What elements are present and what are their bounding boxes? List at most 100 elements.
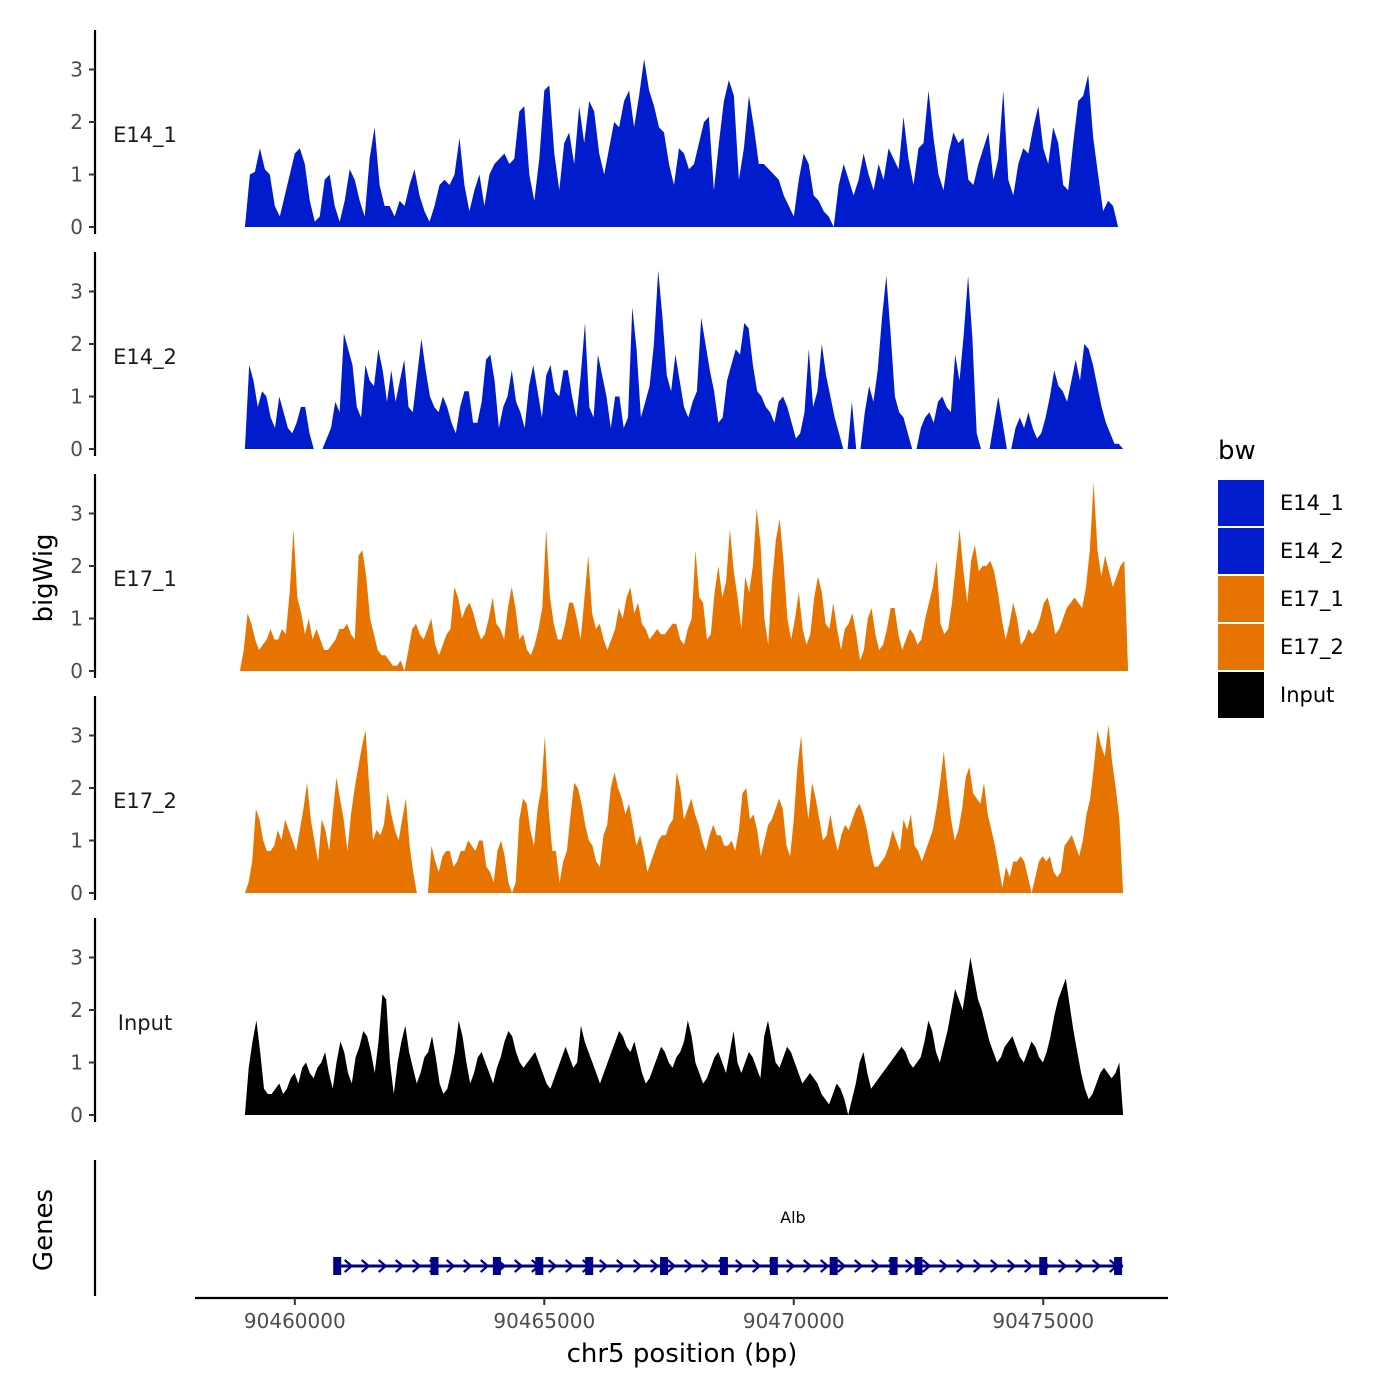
legend-label: E14_2 [1280, 539, 1344, 564]
strand-arrow [615, 1259, 626, 1273]
exon [333, 1257, 342, 1275]
strand-arrow [445, 1259, 456, 1273]
gene-track-title: Genes [29, 1189, 59, 1271]
y-tick-label: 0 [70, 659, 83, 683]
exon [914, 1257, 923, 1275]
y-tick-label: 2 [70, 554, 83, 578]
strand-arrow [819, 1259, 830, 1273]
strand-arrow [513, 1259, 524, 1273]
strand-arrow [411, 1259, 422, 1273]
strand-arrow [938, 1259, 949, 1273]
strand-arrow [343, 1259, 354, 1273]
exon [719, 1257, 728, 1275]
legend-swatch [1218, 528, 1264, 574]
y-tick-label: 0 [70, 881, 83, 905]
gene-track: Alb [93, 1160, 1124, 1296]
y-tick-label: 1 [70, 607, 83, 631]
track-E17_2: 0 1 2 3 E17_2 [70, 696, 1124, 905]
strand-arrow [479, 1259, 490, 1273]
strand-arrow [955, 1259, 966, 1273]
exon [1039, 1257, 1048, 1275]
strand-arrow [394, 1259, 405, 1273]
strand-arrow [377, 1259, 388, 1273]
strand-arrow [666, 1259, 677, 1273]
exon [889, 1257, 898, 1275]
area-E14_1 [244, 59, 1119, 227]
strand-arrow [802, 1259, 813, 1273]
track-E17_1: 0 1 2 3 E17_1 [70, 474, 1129, 683]
x-tick-label: 90460000 [244, 1309, 346, 1333]
legend-swatch [1218, 576, 1264, 622]
x-axis: 90460000 90465000 90470000 90475000 [195, 1296, 1168, 1333]
area-E14_2 [244, 270, 1124, 449]
track-label: E14_2 [113, 345, 177, 370]
y-tick-label: 2 [70, 110, 83, 134]
y-tick-label: 0 [70, 215, 83, 239]
strand-arrow [1006, 1259, 1017, 1273]
strand-arrow [1091, 1259, 1102, 1273]
exon [535, 1257, 544, 1275]
strand-arrow [1057, 1259, 1068, 1273]
legend-swatch [1218, 480, 1264, 526]
y-tick-label: 0 [70, 437, 83, 461]
legend-title: bw [1218, 436, 1256, 466]
strand-arrow [734, 1259, 745, 1273]
strand-arrow [836, 1259, 847, 1273]
y-tick-label: 2 [70, 998, 83, 1022]
y-tick-label: 1 [70, 829, 83, 853]
y-tick-label: 1 [70, 1051, 83, 1075]
track-Input: 0 1 2 3 Input [70, 918, 1124, 1127]
track-label: E17_1 [113, 567, 177, 592]
legend-label: E17_2 [1280, 635, 1344, 660]
strand-arrow [921, 1259, 932, 1273]
strand-arrow [598, 1259, 609, 1273]
exon [829, 1257, 838, 1275]
legend: bw E14_1 E14_2 E17_1 E17_2 Input [1218, 436, 1344, 718]
y-axis-title: bigWig [29, 533, 59, 622]
exon [430, 1257, 439, 1275]
legend-label: E17_1 [1280, 587, 1344, 612]
y-tick-label: 3 [70, 724, 83, 748]
track-label: E14_1 [113, 123, 177, 148]
bigwig-tracks: 0 1 2 3 E14_1 0 1 2 3 E14_2 0 1 2 3 E17_1 0 1 2 3 E17_2 0 1 2 3… [70, 30, 1129, 1127]
strand-arrow [853, 1259, 864, 1273]
legend-label: E14_1 [1280, 491, 1344, 516]
x-tick-label: 90465000 [493, 1309, 595, 1333]
track-E14_1: 0 1 2 3 E14_1 [70, 30, 1119, 239]
strand-arrow [751, 1259, 762, 1273]
track-label: E17_2 [113, 789, 177, 814]
strand-arrow [870, 1259, 881, 1273]
strand-arrow [1023, 1259, 1034, 1273]
strand-arrow [632, 1259, 643, 1273]
strand-arrow [972, 1259, 983, 1273]
gene-name: Alb [780, 1208, 806, 1227]
strand-arrow [683, 1259, 694, 1273]
track-label: Input [118, 1011, 172, 1035]
y-tick-label: 0 [70, 1103, 83, 1127]
strand-arrow [700, 1259, 711, 1273]
x-tick-label: 90475000 [992, 1309, 1094, 1333]
strand-arrow [360, 1259, 371, 1273]
y-tick-label: 2 [70, 332, 83, 356]
strand-arrow [904, 1259, 915, 1273]
track-E14_2: 0 1 2 3 E14_2 [70, 252, 1124, 461]
legend-swatch [1218, 624, 1264, 670]
strand-arrow [564, 1259, 575, 1273]
x-axis-title: chr5 position (bp) [567, 1339, 798, 1369]
legend-label: Input [1280, 683, 1334, 707]
strand-arrow [649, 1259, 660, 1273]
strand-arrow [989, 1259, 1000, 1273]
y-tick-label: 1 [70, 385, 83, 409]
exon [1114, 1257, 1123, 1275]
y-tick-label: 3 [70, 280, 83, 304]
y-tick-label: 1 [70, 163, 83, 187]
y-tick-label: 2 [70, 776, 83, 800]
strand-arrow [547, 1259, 558, 1273]
exon [585, 1257, 594, 1275]
area-E17_1 [239, 482, 1129, 671]
exon [492, 1257, 501, 1275]
legend-swatch [1218, 672, 1264, 718]
exon [660, 1257, 669, 1275]
y-tick-label: 3 [70, 946, 83, 970]
y-tick-label: 3 [70, 502, 83, 526]
